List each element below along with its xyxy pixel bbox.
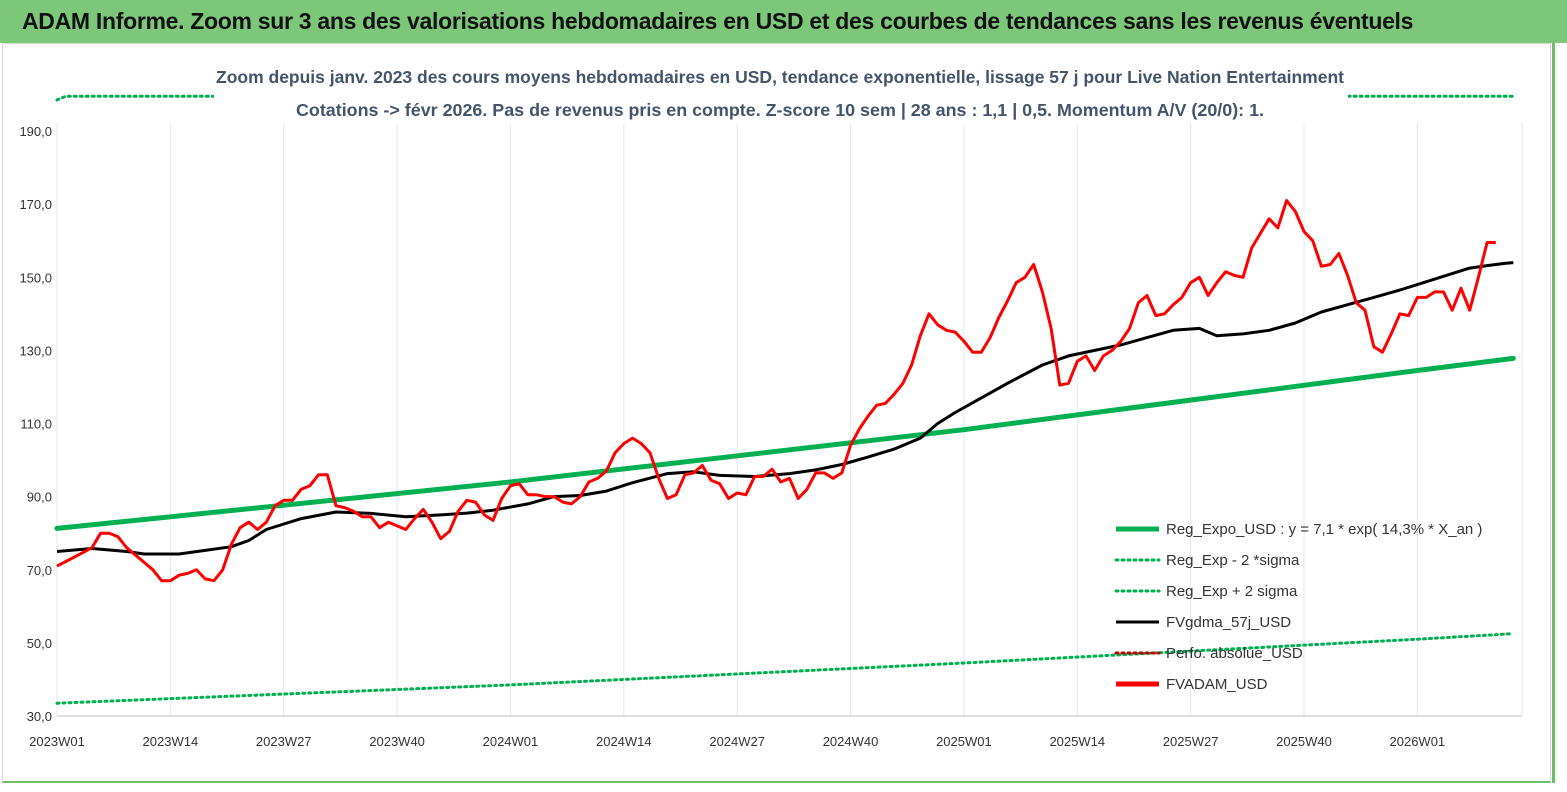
x-tick-label: 2025W40 — [1276, 734, 1332, 749]
report-title: ADAM Informe. Zoom sur 3 ans des valoris… — [22, 8, 1414, 34]
x-tick-label: 2023W14 — [143, 734, 199, 749]
x-axis-ticks: 2023W01 2023W14 2023W27 2023W40 2024W01 2024W… — [29, 734, 1445, 749]
series-reg-exp-minus-2sigma — [55, 632, 1515, 705]
y-tick-label: 190,0 — [19, 124, 52, 139]
series-fvgdma-57j — [56, 261, 1514, 556]
y-tick-label: 30,0 — [27, 709, 52, 724]
x-tick-label: 2025W27 — [1163, 734, 1219, 749]
series-reg-expo-usd — [54, 355, 1516, 531]
legend-label-5: FVADAM_USD — [1166, 676, 1268, 693]
x-tick-label: 2023W40 — [369, 734, 425, 749]
y-tick-label: 90,0 — [27, 490, 52, 505]
y-tick-label: 170,0 — [19, 197, 52, 212]
y-tick-label: 70,0 — [27, 563, 52, 578]
chart-subtitle-line2: Cotations -> févr 2026. Pas de revenus p… — [296, 100, 1264, 120]
y-tick-label: 150,0 — [19, 270, 52, 285]
legend-label-2: Reg_Exp + 2 sigma — [1166, 583, 1298, 600]
x-tick-label: 2023W01 — [29, 734, 85, 749]
series-reg-exp-plus-2sigma — [55, 94, 216, 102]
y-tick-label: 110,0 — [20, 417, 52, 432]
legend-label-0: Reg_Expo_USD : y = 7,1 * exp( 14,3% * X_… — [1166, 521, 1482, 538]
title-banner: ADAM Informe. Zoom sur 3 ans des valoris… — [0, 0, 1567, 43]
legend-label-3: FVgdma_57j_USD — [1166, 614, 1291, 631]
x-tick-label: 2023W27 — [256, 734, 312, 749]
x-tick-label: 2025W01 — [936, 734, 992, 749]
y-tick-label: 50,0 — [27, 636, 52, 651]
grid-lines — [56, 123, 1523, 717]
y-axis-ticks: 190,0 170,0 150,0 130,0 110,0 90,0 70,0 50,0 30,… — [19, 124, 52, 724]
legend: Reg_Expo_USD : y = 7,1 * exp( 14,3% * X_… — [1114, 521, 1482, 693]
series-fvadam-usd — [56, 199, 1496, 583]
chart-frame — [2, 43, 1551, 783]
x-tick-label: 2024W14 — [596, 734, 652, 749]
legend-label-4: Perfo. absolue_USD — [1166, 645, 1303, 662]
x-tick-label: 2024W27 — [709, 734, 765, 749]
x-tick-label: 2025W14 — [1049, 734, 1105, 749]
legend-label-1: Reg_Exp - 2 *sigma — [1166, 552, 1300, 569]
chart-subtitle-line1: Zoom depuis janv. 2023 des cours moyens … — [216, 67, 1344, 87]
subtitle-background — [214, 62, 1348, 124]
x-tick-label: 2024W40 — [823, 734, 879, 749]
y-tick-label: 130,0 — [19, 343, 52, 358]
x-tick-label: 2024W01 — [483, 734, 539, 749]
series-layer — [54, 94, 1516, 705]
x-tick-label: 2026W01 — [1390, 734, 1446, 749]
frame-right-border — [1552, 43, 1555, 783]
